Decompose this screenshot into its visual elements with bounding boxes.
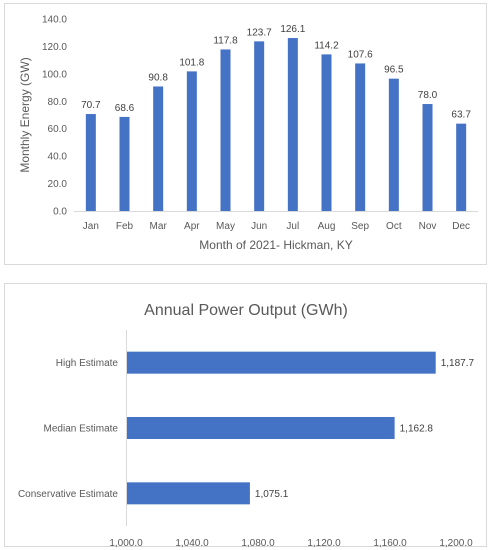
x-tick-label: 1,080.0	[241, 538, 275, 549]
bar-sep	[355, 63, 366, 212]
y-tick-label: 100.0	[42, 69, 67, 80]
x-tick-label: Oct	[386, 221, 402, 232]
x-tick-label: Jul	[286, 221, 299, 232]
x-tick-label: Jan	[83, 221, 99, 232]
data-label: 123.7	[247, 27, 272, 38]
bar-mar	[153, 86, 164, 211]
x-tick-label: 1,160.0	[373, 538, 407, 549]
x-tick-label: Dec	[452, 221, 470, 232]
x-axis-title: Month of 2021- Hickman, KY	[199, 238, 352, 252]
bar-median-estimate	[127, 417, 395, 439]
y-tick-label: 40.0	[48, 152, 68, 163]
y-tick-label: 120.0	[42, 42, 67, 53]
y-tick-label: 20.0	[48, 179, 68, 190]
annual-output-chart-panel: Annual Power Output (GWh) 1,000.0 1,040.0 1…	[4, 283, 487, 549]
data-label: 63.7	[451, 110, 471, 121]
data-label: 107.6	[348, 49, 373, 60]
bar-nov	[422, 104, 433, 211]
x-tick-label: 1,000.0	[109, 538, 143, 549]
x-tick-label: Nov	[419, 221, 437, 232]
y-tick-label: 140.0	[42, 15, 67, 26]
x-tick-label: Apr	[184, 221, 200, 232]
category-label: High Estimate	[56, 358, 119, 369]
x-tick-label: 1,200.0	[439, 538, 473, 549]
x-tick-label: Aug	[318, 221, 336, 232]
category-label: Conservative Estimate	[18, 489, 118, 500]
bar-aug	[321, 54, 332, 211]
y-axis-title: Monthly Energy (GW)	[18, 57, 32, 172]
data-label: 96.5	[384, 65, 404, 76]
monthly-energy-chart: 0.0 20.0 40.0 60.0 80.0 100.0 120.0 140.0 70.7 Ja…	[18, 15, 478, 252]
data-label: 1,075.1	[255, 489, 289, 500]
bar-jul	[287, 38, 298, 211]
chart-title: Annual Power Output (GWh)	[144, 302, 348, 319]
x-tick-label: May	[216, 221, 235, 232]
data-label: 114.2	[314, 40, 339, 51]
x-tick-label: Feb	[116, 221, 134, 232]
data-label: 68.6	[115, 103, 135, 114]
monthly-energy-chart-panel: 0.0 20.0 40.0 60.0 80.0 100.0 120.0 140.0 70.7 Ja…	[4, 3, 487, 265]
bar-feb	[119, 116, 130, 211]
y-tick-label: 0.0	[53, 207, 67, 218]
x-tick-label: Mar	[150, 221, 168, 232]
bar-may	[220, 49, 231, 212]
data-label: 1,162.8	[400, 424, 434, 435]
bar-oct	[388, 78, 399, 212]
category-label: Median Estimate	[44, 424, 119, 435]
data-label: 1,187.7	[441, 358, 475, 369]
x-tick-label: Sep	[351, 221, 369, 232]
y-tick-label: 60.0	[48, 124, 68, 135]
bar-dec	[456, 123, 467, 211]
annual-output-chart: Annual Power Output (GWh) 1,000.0 1,040.0 1…	[18, 302, 475, 549]
data-label: 78.0	[418, 90, 438, 101]
bar-jan	[85, 114, 96, 211]
data-label: 90.8	[148, 72, 168, 83]
data-label: 70.7	[81, 100, 101, 111]
x-tick-label: Jun	[251, 221, 267, 232]
data-label: 101.8	[179, 57, 204, 68]
bar-apr	[186, 71, 197, 211]
bar-conservative-estimate	[127, 482, 250, 505]
y-tick-label: 80.0	[48, 97, 68, 108]
bar-jun	[254, 41, 265, 212]
data-label: 126.1	[280, 24, 305, 35]
x-tick-label: 1,120.0	[307, 538, 341, 549]
x-tick-label: 1,040.0	[175, 538, 209, 549]
data-label: 117.8	[213, 35, 238, 46]
bar-high-estimate	[127, 351, 436, 374]
